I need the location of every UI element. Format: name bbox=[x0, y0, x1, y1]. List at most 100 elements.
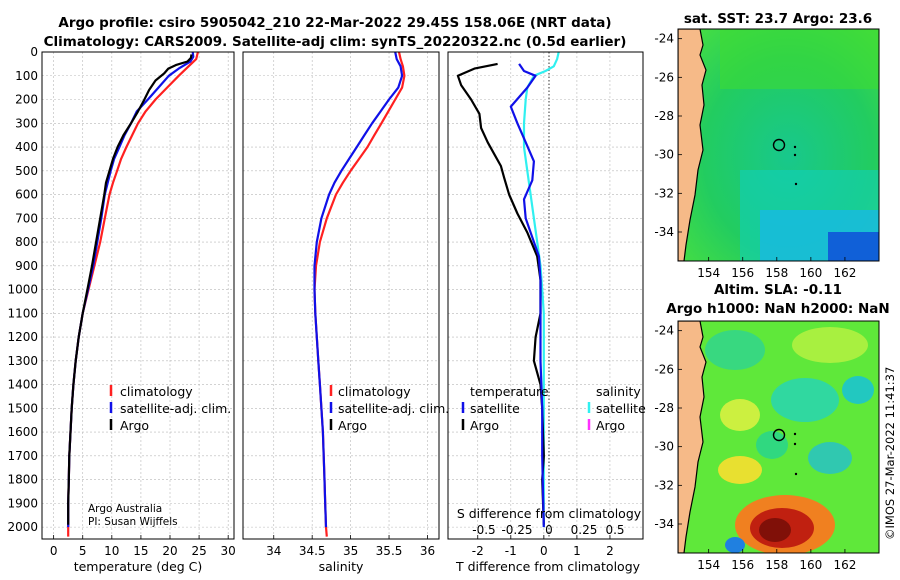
salinity-axis-label: salinity bbox=[319, 559, 364, 574]
sla-low-blob bbox=[771, 378, 839, 422]
y-tick-label: 0 bbox=[30, 45, 38, 59]
x-tick-label: 15 bbox=[133, 544, 148, 558]
s-tick-label: -0.5 bbox=[472, 523, 495, 537]
y-tick-label: 1800 bbox=[7, 473, 38, 487]
t-difference-axis-label: T difference from climatology bbox=[455, 559, 641, 574]
map-x-tick-label: 158 bbox=[765, 558, 788, 572]
sla-map-title: Altim. SLA: -0.11 bbox=[714, 282, 842, 298]
map-y-tick-label: -24 bbox=[654, 324, 674, 338]
difference-legend: temperature salinity satellite Argo sate… bbox=[461, 384, 646, 433]
y-tick-label: 1700 bbox=[7, 449, 38, 463]
y-tick-label: 400 bbox=[15, 140, 38, 154]
map-y-tick-label: -30 bbox=[654, 440, 674, 454]
map-y-tick-label: -34 bbox=[654, 517, 674, 531]
copyright-timestamp: ©IMOS 27-Mar-2022 11:41:37 bbox=[883, 367, 897, 540]
t-difference-tick-labels: -2 -1 0 1 2 bbox=[472, 535, 614, 558]
x-tick-label: -2 bbox=[472, 544, 484, 558]
sla-low-blob bbox=[842, 376, 874, 404]
map-y-tick-label: -32 bbox=[654, 186, 674, 200]
legend-salinity-title: salinity bbox=[596, 384, 641, 399]
map-x-tick-label: 162 bbox=[833, 266, 856, 280]
x-tick-label: 10 bbox=[104, 544, 119, 558]
map-y-tick-label: -28 bbox=[654, 401, 674, 415]
depth-tick-labels: 0 100 200 300 400 500 600 700 800 900 1000 1100 1200… bbox=[7, 45, 38, 534]
salinity-tick-labels: 34 34.5 35 35.5 36 bbox=[266, 535, 435, 558]
salinity-axes-frame bbox=[242, 51, 440, 540]
x-tick-label: 25 bbox=[191, 544, 206, 558]
y-tick-label: 600 bbox=[15, 188, 38, 202]
legend-climatology-label: climatology bbox=[120, 384, 193, 399]
map-x-tick-label: 162 bbox=[833, 558, 856, 572]
map-y-tick-label: -30 bbox=[654, 148, 674, 162]
s-difference-tick-labels: -0.5 -0.25 0 0.25 0.5 bbox=[472, 523, 624, 537]
y-tick-label: 1900 bbox=[7, 496, 38, 510]
sla-low-blob bbox=[756, 431, 788, 459]
sst-map: sat. SST: 23.7 Argo: 23.6 154 156 158 160 16… bbox=[654, 11, 880, 280]
sla-profile-marker bbox=[772, 428, 786, 442]
temperature-legend: climatology satellite-adj. clim. Argo bbox=[109, 384, 231, 433]
legend-s-argo-label: Argo bbox=[338, 418, 367, 433]
y-tick-label: 900 bbox=[15, 259, 38, 273]
y-tick-label: 1300 bbox=[7, 354, 38, 368]
x-tick-label: 34 bbox=[266, 544, 281, 558]
x-tick-label: 1 bbox=[573, 544, 581, 558]
legend-s-satellite-label: satellite-adj. clim. bbox=[338, 401, 449, 416]
sla-low-blob bbox=[705, 330, 765, 370]
y-tick-label: 1400 bbox=[7, 378, 38, 392]
s-difference-axis-label: S difference from climatology bbox=[457, 506, 642, 521]
s-tick-label: 0.5 bbox=[605, 523, 624, 537]
legend-temperature-title: temperature bbox=[470, 384, 549, 399]
x-tick-label: 5 bbox=[79, 544, 87, 558]
series-line-argo bbox=[67, 54, 193, 525]
sla-map-frame bbox=[677, 320, 880, 554]
difference-lines bbox=[456, 52, 560, 528]
sla-point-marker bbox=[794, 472, 798, 476]
sla-high-blob bbox=[792, 327, 868, 363]
y-tick-label: 1000 bbox=[7, 283, 38, 297]
y-tick-label: 300 bbox=[15, 116, 38, 130]
y-tick-label: 1600 bbox=[7, 425, 38, 439]
sst-point-marker bbox=[794, 182, 798, 186]
y-tick-label: 2000 bbox=[7, 520, 38, 534]
legend-satellite-label: satellite-adj. clim. bbox=[120, 401, 231, 416]
sla-point-marker bbox=[793, 432, 797, 436]
sst-map-frame bbox=[677, 28, 880, 262]
map-y-tick-label: -24 bbox=[654, 32, 674, 46]
series-line-satellite-adj-clim- bbox=[313, 52, 404, 528]
map-y-tick-label: -28 bbox=[654, 109, 674, 123]
x-tick-label: 0 bbox=[50, 544, 58, 558]
legend-s-climatology-label: climatology bbox=[338, 384, 411, 399]
sst-warm-region bbox=[720, 29, 879, 89]
x-tick-label: -1 bbox=[505, 544, 517, 558]
map-y-tick-label: -26 bbox=[654, 362, 674, 376]
difference-axes-frame bbox=[447, 51, 644, 540]
sst-coastline bbox=[678, 29, 707, 261]
salinity-legend: climatology satellite-adj. clim. Argo bbox=[329, 384, 449, 433]
x-tick-label: 30 bbox=[221, 544, 236, 558]
salinity-panel: 34 34.5 35 35.5 36 salinity climatology sate… bbox=[242, 51, 449, 574]
series-line-climatology bbox=[313, 52, 406, 537]
credit-line2: PI: Susan Wijffels bbox=[88, 516, 178, 528]
legend-t-argo-label: Argo bbox=[470, 418, 499, 433]
sla-point-marker bbox=[793, 442, 797, 446]
sla-trough-blob bbox=[725, 537, 745, 553]
series-line-t-satellite bbox=[522, 52, 560, 528]
sla-low-blob bbox=[808, 442, 852, 474]
map-x-tick-label: 160 bbox=[799, 266, 822, 280]
s-tick-label: -0.25 bbox=[501, 523, 532, 537]
x-tick-label: 35.5 bbox=[376, 544, 403, 558]
map-y-tick-label: -34 bbox=[654, 225, 674, 239]
sla-map-subtitle: Argo h1000: NaN h2000: NaN bbox=[666, 301, 889, 317]
y-tick-label: 800 bbox=[15, 235, 38, 249]
x-tick-label: 0 bbox=[540, 544, 548, 558]
map-x-tick-label: 154 bbox=[697, 558, 720, 572]
map-x-tick-label: 156 bbox=[731, 266, 754, 280]
credit-line1: Argo Australia bbox=[88, 503, 162, 515]
x-tick-label: 36 bbox=[420, 544, 435, 558]
salinity-grid bbox=[243, 51, 439, 539]
temperature-tick-labels: 0 5 10 15 20 25 30 bbox=[50, 535, 236, 558]
figure-title-line1: Argo profile: csiro 5905042_210 22-Mar-2… bbox=[58, 15, 611, 31]
sla-high-blob bbox=[718, 456, 762, 484]
y-tick-label: 700 bbox=[15, 211, 38, 225]
temperature-axis-label: temperature (deg C) bbox=[74, 559, 203, 574]
